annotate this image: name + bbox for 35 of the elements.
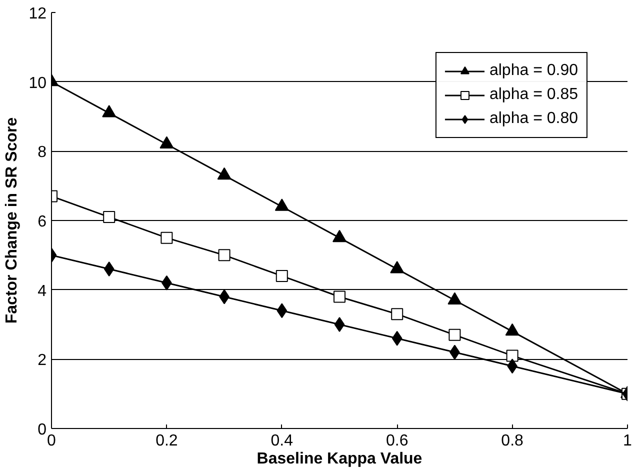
point: [274, 198, 289, 211]
point: [332, 230, 346, 242]
point: [334, 290, 346, 303]
point: [334, 317, 345, 332]
point: [103, 211, 116, 224]
point: [160, 136, 174, 148]
x-tick-label: 0.2: [156, 432, 178, 450]
point: [506, 350, 518, 362]
y-tick-label: 12: [28, 6, 47, 22]
point: [448, 328, 461, 341]
y-tick-label: 0: [38, 422, 47, 438]
point: [390, 261, 404, 274]
point: [276, 270, 288, 282]
x-tick-label: 1: [623, 432, 632, 450]
point: [276, 303, 288, 318]
x-tick-label: 0.6: [386, 432, 408, 450]
x-tick-label: 0.4: [270, 432, 294, 450]
x-tick-label: 0.8: [501, 432, 524, 450]
y-tick-label: 4: [38, 282, 47, 300]
y-tick-label: 8: [38, 144, 47, 162]
y-tick-label: 2: [38, 352, 47, 370]
y-axis-title: Factor Change in SR Score: [4, 117, 21, 324]
point: [160, 232, 173, 244]
point: [104, 262, 114, 277]
y-tick-label: 6: [38, 214, 47, 230]
point: [391, 308, 404, 320]
point: [217, 167, 232, 180]
point: [218, 249, 230, 262]
legend-label: alpha = 0.90: [489, 62, 578, 80]
legend-label: alpha = 0.85: [489, 86, 578, 104]
point: [102, 105, 116, 118]
point: [392, 330, 402, 346]
legend-label: alpha = 0.80: [489, 110, 578, 128]
y-tick-label: 10: [28, 74, 47, 92]
x-axis-title: Baseline Kappa Value: [256, 450, 422, 468]
